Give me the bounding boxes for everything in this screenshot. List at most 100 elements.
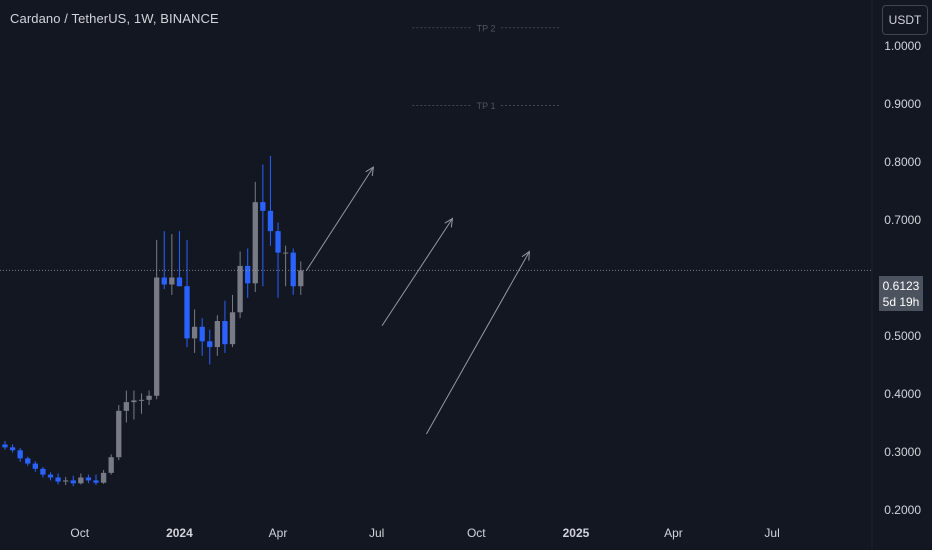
price-tick-label: 0.8000 <box>884 155 921 169</box>
candle-body <box>161 277 167 285</box>
candle <box>214 315 221 356</box>
bar-countdown: 5d 19h <box>882 295 920 309</box>
candle-body <box>222 320 228 345</box>
candle-body <box>100 472 107 483</box>
candle <box>229 294 236 348</box>
candle <box>252 181 258 293</box>
time-tick-label: Jul <box>764 526 779 540</box>
drawings-layer <box>305 166 530 435</box>
price-tick-label: 0.7000 <box>884 213 921 227</box>
candle <box>55 473 61 485</box>
candle-body <box>131 400 137 403</box>
candle <box>131 390 137 420</box>
candle-body <box>70 480 76 484</box>
trend-arrow-shaft <box>305 166 374 272</box>
candle <box>260 164 266 287</box>
candle-body <box>63 480 69 482</box>
price-tick-label: 0.4000 <box>884 387 921 401</box>
candle <box>146 390 152 406</box>
time-tick-label: Apr <box>269 526 288 540</box>
candle <box>282 245 289 287</box>
price-tick-label: 0.9000 <box>884 97 921 111</box>
trend-arrow-head <box>444 217 454 228</box>
time-tick-label: 2024 <box>166 526 193 540</box>
candle-body <box>298 270 304 287</box>
trend-arrow-shaft <box>426 251 530 435</box>
trend-arrow <box>426 250 530 435</box>
candle-body <box>252 202 258 284</box>
candle <box>17 447 23 462</box>
tp-level-label: TP 2 <box>477 23 496 33</box>
candle-body <box>78 477 84 484</box>
candle <box>9 444 16 453</box>
candle <box>138 393 145 414</box>
candle <box>176 231 183 287</box>
candle <box>207 329 213 365</box>
candle-body <box>17 450 23 459</box>
price-tick-label: 0.3000 <box>884 445 921 459</box>
candle-body <box>245 265 251 284</box>
candle <box>275 222 281 298</box>
candle-body <box>199 326 205 342</box>
candle-body <box>146 395 152 400</box>
candle <box>25 456 31 466</box>
time-axis[interactable]: Oct 2024 Apr Jul Oct 2025 Apr Jul <box>70 526 779 540</box>
tp-level-label: TP 1 <box>477 101 496 111</box>
candle-body <box>237 265 243 313</box>
candle-body <box>290 252 296 287</box>
candle <box>184 239 190 348</box>
candle-body <box>55 477 61 482</box>
candle-body <box>214 320 221 348</box>
candle <box>237 251 243 319</box>
candle-body <box>9 447 16 451</box>
candle-body <box>108 457 114 473</box>
trend-arrow <box>381 217 454 327</box>
candle <box>70 475 76 487</box>
candle <box>2 440 8 450</box>
candle <box>78 473 84 485</box>
candle-body <box>116 410 122 458</box>
candle-body <box>191 326 198 339</box>
time-tick-label: Jul <box>369 526 384 540</box>
candle <box>169 234 175 295</box>
candle-body <box>123 402 129 411</box>
time-tick-label: Oct <box>467 526 486 540</box>
trend-arrow-shaft <box>381 218 453 327</box>
chart-title: Cardano / TetherUS, 1W, BINANCE <box>10 11 219 26</box>
candle <box>199 318 205 356</box>
candle-body <box>260 202 266 211</box>
candle <box>267 155 274 246</box>
candle-body <box>40 468 46 475</box>
last-price-tag: 0.6123 5d 19h <box>879 276 923 311</box>
candle-body <box>184 286 190 339</box>
candle <box>222 300 228 353</box>
candle-body <box>229 312 236 345</box>
candle <box>32 461 38 472</box>
candle-body <box>93 480 99 483</box>
time-tick-label: Apr <box>664 526 683 540</box>
candle-body <box>169 277 175 285</box>
candle <box>40 467 46 478</box>
candle-body <box>176 277 183 287</box>
candles-layer <box>2 155 304 487</box>
candle-body <box>85 477 92 481</box>
candle-body <box>2 444 8 448</box>
time-tick-label: Oct <box>70 526 89 540</box>
candle <box>108 454 114 475</box>
price-axis[interactable]: 1.0000 0.9000 0.8000 0.7000 0.5000 0.4000 0.30… <box>884 39 921 517</box>
candle-body <box>25 458 31 464</box>
levels-layer: TP 2 TP 1 <box>412 23 560 111</box>
candle <box>116 405 122 461</box>
candle <box>63 476 69 486</box>
candle <box>123 390 129 423</box>
currency-button[interactable]: USDT <box>882 5 928 35</box>
candle <box>298 261 304 295</box>
time-tick-label: 2025 <box>563 526 590 540</box>
candle <box>93 474 99 486</box>
candle <box>161 231 167 290</box>
candle-body <box>207 341 213 348</box>
price-tick-label: 0.2000 <box>884 503 921 517</box>
candle <box>154 239 160 400</box>
